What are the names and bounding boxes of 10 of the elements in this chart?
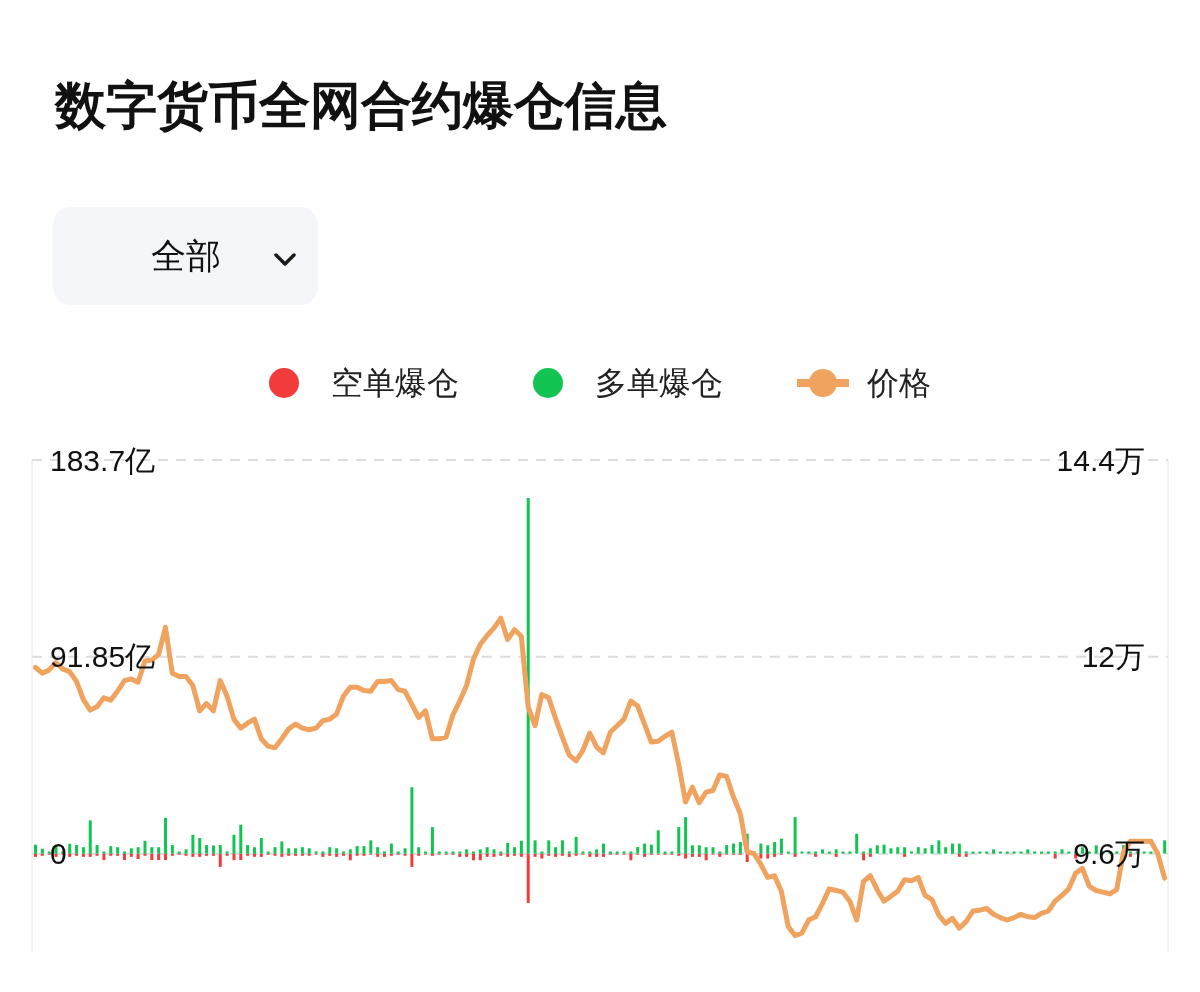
chart-title: 数字货币全网合约爆仓信息 bbox=[55, 77, 667, 134]
y-tick-label: 0 bbox=[50, 837, 67, 871]
legend-label: 价格 bbox=[867, 365, 931, 401]
y-tick-label: 91.85亿 bbox=[50, 640, 156, 674]
y2-tick-label: 12万 bbox=[1081, 640, 1145, 674]
y2-tick-label: 14.4万 bbox=[1056, 443, 1145, 477]
y-tick-label: 183.7亿 bbox=[50, 443, 156, 477]
legend-label: 多单爆仓 bbox=[595, 365, 723, 401]
dropdown: 全部 bbox=[53, 207, 318, 305]
legend-label: 空单爆仓 bbox=[331, 365, 459, 401]
